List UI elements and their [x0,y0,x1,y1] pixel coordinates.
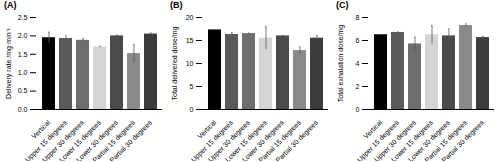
svg-text:Vertical: Vertical [362,118,384,140]
svg-text:2: 2 [356,83,360,90]
svg-text:2.0: 2.0 [18,32,28,39]
svg-text:Vertical: Vertical [30,118,52,140]
svg-text:Total exhalation dose/mg: Total exhalation dose/mg [337,25,345,103]
svg-text:0.5: 0.5 [18,87,28,94]
svg-text:8: 8 [356,14,360,21]
svg-text:0: 0 [190,106,194,113]
svg-text:Delivery rate /mg·min⁻¹: Delivery rate /mg·min⁻¹ [5,27,13,99]
svg-text:Partial 30 degrees: Partial 30 degrees [108,118,154,161]
svg-text:20: 20 [186,14,194,21]
html-text:(A): (A) [4,0,17,10]
svg-text:Partial 30 degrees: Partial 30 degrees [440,118,486,161]
svg-text:1.5: 1.5 [18,51,28,58]
html-text:(B): (B) [170,0,183,10]
svg-text:Vertical: Vertical [196,118,218,140]
svg-text:0: 0 [356,106,360,113]
svg-text:6: 6 [356,37,360,44]
svg-text:2.5: 2.5 [18,14,28,21]
svg-text:15: 15 [186,37,194,44]
html-text:(C): (C) [336,0,349,10]
svg-text:0.0: 0.0 [18,106,28,113]
svg-text:5: 5 [190,83,194,90]
svg-text:10: 10 [186,60,194,67]
svg-text:1.0: 1.0 [18,69,28,76]
svg-text:Total delivered dose/mg: Total delivered dose/mg [171,26,179,100]
svg-text:Partial 30 degrees: Partial 30 degrees [274,118,320,161]
svg-text:4: 4 [356,60,360,67]
